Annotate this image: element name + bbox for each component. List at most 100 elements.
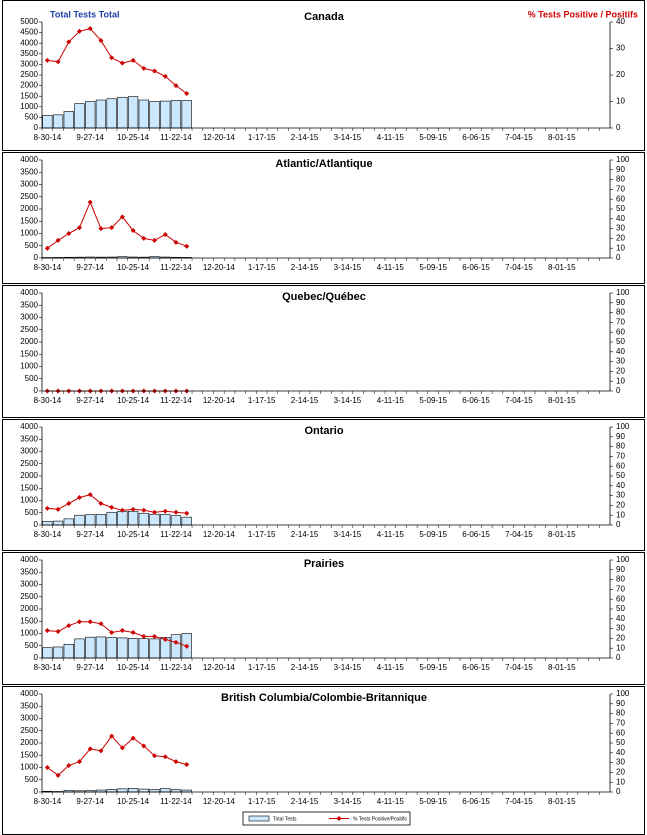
line-marker (141, 743, 147, 749)
chart-title: British Columbia/Colombie-Britannique (221, 692, 427, 704)
bar (160, 514, 171, 526)
y2-tick-label: 70 (616, 185, 625, 194)
y2-tick-label: 50 (616, 471, 625, 480)
y2-tick-label: 50 (616, 738, 625, 747)
line-marker (98, 500, 104, 506)
y-tick-label: 3000 (20, 580, 38, 589)
bar (106, 98, 117, 129)
x-tick-label: 8-01-15 (548, 797, 576, 806)
chart-title: Canada (304, 11, 345, 23)
line-marker (130, 630, 136, 636)
bar (149, 789, 160, 793)
y-tick-label: 4000 (20, 288, 38, 297)
line-marker (66, 231, 72, 236)
y-tick-label: 1500 (20, 349, 38, 358)
line (47, 28, 187, 94)
line-marker (55, 506, 61, 512)
x-tick-label: 8-01-15 (548, 133, 576, 142)
y2-tick-label: 100 (616, 288, 630, 297)
x-tick-label: 11-22-14 (160, 797, 192, 806)
x-tick-label: 8-01-15 (548, 396, 576, 405)
y-tick-label: 3000 (20, 60, 38, 69)
line-marker (152, 68, 158, 74)
x-tick-label: 10-25-14 (117, 396, 150, 405)
x-tick-label: 5-09-15 (419, 263, 447, 272)
line-marker (44, 245, 50, 251)
line-marker (119, 60, 125, 66)
line-marker (87, 492, 93, 498)
line-marker (130, 506, 136, 512)
y-tick-label: 0 (34, 386, 39, 395)
line-marker (152, 633, 158, 639)
bar (63, 111, 74, 129)
y2-tick-label: 0 (616, 123, 621, 132)
y-tick-label: 500 (25, 113, 39, 122)
line-marker (77, 759, 83, 765)
y2-tick-label: 100 (616, 155, 630, 164)
x-tick-label: 12-20-14 (203, 530, 236, 539)
y2-tick-label: 40 (616, 748, 625, 757)
y-tick-label: 2500 (20, 325, 38, 334)
bar (149, 638, 160, 659)
x-tick-label: 5-09-15 (419, 530, 447, 539)
y-tick-label: 1000 (20, 102, 38, 111)
y2-tick-label: 40 (616, 347, 625, 356)
line-marker (162, 636, 168, 642)
bar (138, 99, 149, 129)
line-marker (173, 509, 179, 515)
y-tick-label: 2000 (20, 471, 38, 480)
x-tick-label: 12-20-14 (203, 396, 236, 405)
y-tick-label: 3000 (20, 313, 38, 322)
x-tick-label: 6-06-15 (462, 396, 490, 405)
y-tick-label: 3500 (20, 567, 38, 576)
bar (74, 103, 85, 129)
legend-label: Total Tests (273, 816, 297, 822)
bar (127, 638, 139, 659)
bar (117, 637, 128, 659)
y2-tick-label: 100 (616, 555, 630, 564)
bar (170, 100, 182, 129)
x-tick-label: 2-14-15 (291, 663, 319, 672)
line-marker (98, 748, 104, 754)
x-tick-label: 6-06-15 (462, 263, 490, 272)
y-tick-label: 2500 (20, 70, 38, 79)
y-tick-label: 4000 (20, 689, 38, 698)
x-tick-label: 5-09-15 (419, 396, 447, 405)
chart-title: Prairies (304, 558, 344, 570)
line-marker (55, 772, 61, 778)
x-tick-label: 11-22-14 (160, 263, 192, 272)
x-tick-label: 4-11-15 (377, 396, 405, 405)
panel-border (2, 0, 645, 151)
x-tick-label: 3-14-15 (334, 133, 362, 142)
y-tick-label: 1000 (20, 763, 38, 772)
y2-tick-label: 10 (616, 777, 625, 786)
line-marker (130, 57, 136, 63)
y2-tick-label: 90 (616, 165, 625, 174)
y2-tick-label: 70 (616, 719, 625, 728)
y2-tick-label: 80 (616, 575, 625, 584)
chart-title: Quebec/Québec (282, 291, 366, 303)
y2-tick-label: 40 (616, 614, 625, 623)
y2-tick-label: 90 (616, 699, 625, 708)
x-tick-label: 9-27-14 (76, 663, 104, 672)
x-tick-label: 4-11-15 (377, 263, 405, 272)
bar (138, 512, 149, 526)
x-tick-label: 9-27-14 (76, 263, 104, 272)
x-tick-label: 4-11-15 (377, 133, 405, 142)
y-axis-label: Total Tests Total (50, 9, 120, 19)
x-tick-label: 2-14-15 (291, 263, 319, 272)
x-tick-label: 11-22-14 (160, 530, 192, 539)
bar (74, 514, 85, 526)
line-marker (77, 225, 83, 231)
line-marker (184, 510, 190, 516)
bar (95, 99, 107, 129)
x-tick-label: 8-30-14 (34, 396, 62, 405)
line-marker (162, 508, 168, 514)
line-marker (109, 55, 115, 61)
y2-tick-label: 60 (616, 594, 625, 603)
y-tick-label: 2500 (20, 726, 38, 735)
x-tick-label: 12-20-14 (203, 133, 236, 142)
x-tick-label: 10-25-14 (117, 133, 150, 142)
x-tick-label: 7-04-15 (505, 263, 533, 272)
